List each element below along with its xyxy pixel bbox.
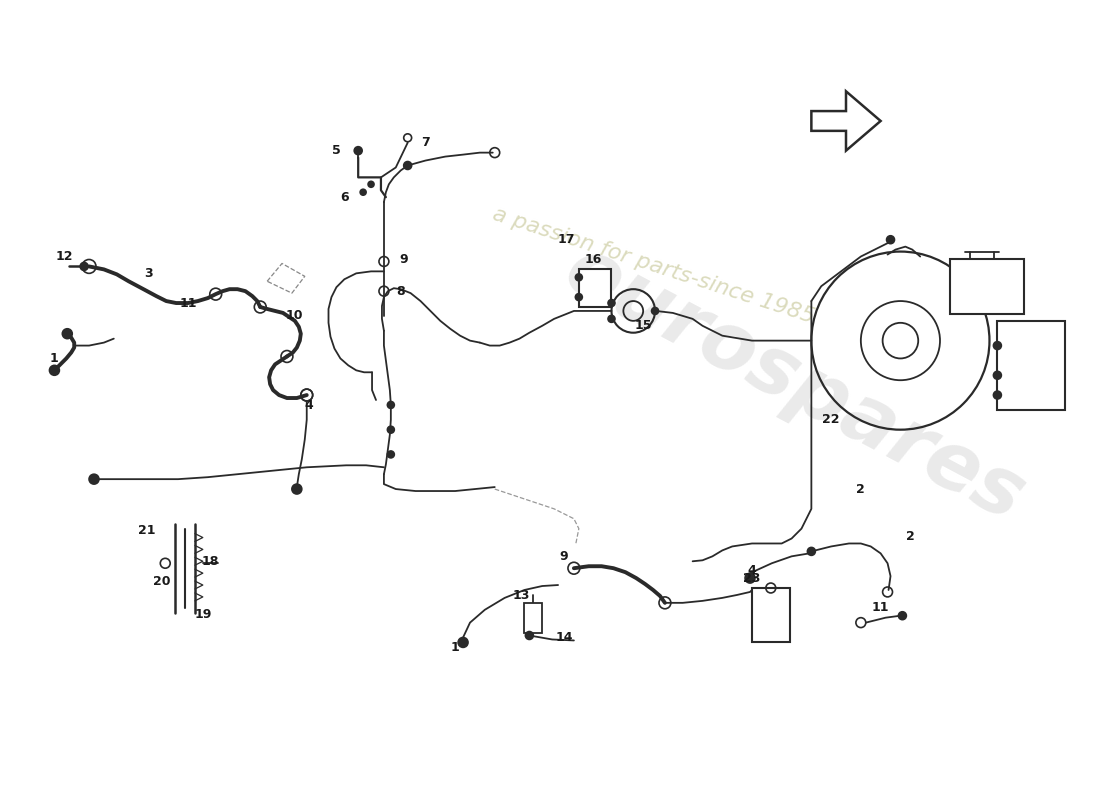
Text: 4: 4 bbox=[305, 399, 314, 413]
Text: 2: 2 bbox=[906, 530, 915, 543]
Circle shape bbox=[745, 573, 755, 583]
Circle shape bbox=[993, 391, 1001, 399]
Text: 10: 10 bbox=[285, 310, 303, 322]
Circle shape bbox=[608, 315, 615, 322]
Text: 5: 5 bbox=[332, 144, 341, 157]
FancyBboxPatch shape bbox=[579, 270, 610, 307]
Circle shape bbox=[404, 162, 411, 170]
Text: 14: 14 bbox=[556, 631, 573, 644]
Text: 21: 21 bbox=[138, 524, 155, 537]
Text: 1: 1 bbox=[451, 641, 460, 654]
Circle shape bbox=[526, 631, 534, 639]
Circle shape bbox=[292, 484, 301, 494]
Circle shape bbox=[651, 307, 659, 314]
FancyBboxPatch shape bbox=[998, 321, 1065, 410]
Text: 11: 11 bbox=[179, 297, 197, 310]
Text: 11: 11 bbox=[872, 602, 890, 614]
Text: 23: 23 bbox=[744, 572, 761, 585]
Circle shape bbox=[387, 402, 394, 409]
Circle shape bbox=[368, 182, 374, 187]
Circle shape bbox=[993, 371, 1001, 379]
Circle shape bbox=[807, 547, 815, 555]
Circle shape bbox=[993, 342, 1001, 350]
Text: 1: 1 bbox=[50, 352, 58, 365]
Circle shape bbox=[360, 190, 366, 195]
FancyBboxPatch shape bbox=[752, 588, 790, 642]
Circle shape bbox=[387, 451, 394, 458]
Text: 7: 7 bbox=[421, 136, 430, 150]
Circle shape bbox=[89, 474, 99, 484]
Text: a passion for parts-since 1985: a passion for parts-since 1985 bbox=[490, 204, 816, 327]
Text: eurospares: eurospares bbox=[551, 230, 1037, 538]
Circle shape bbox=[50, 366, 59, 375]
Text: 3: 3 bbox=[144, 267, 153, 280]
Text: 2: 2 bbox=[857, 482, 866, 495]
Circle shape bbox=[387, 426, 394, 433]
Circle shape bbox=[608, 299, 615, 306]
Text: 4: 4 bbox=[748, 564, 757, 577]
Circle shape bbox=[887, 236, 894, 244]
Circle shape bbox=[899, 612, 906, 620]
Circle shape bbox=[575, 294, 582, 301]
Text: 18: 18 bbox=[201, 554, 219, 568]
Circle shape bbox=[575, 274, 582, 281]
Text: 15: 15 bbox=[635, 319, 652, 332]
Text: 22: 22 bbox=[823, 414, 840, 426]
Text: 17: 17 bbox=[558, 234, 574, 246]
Text: 9: 9 bbox=[560, 550, 569, 563]
FancyBboxPatch shape bbox=[950, 259, 1024, 314]
FancyBboxPatch shape bbox=[525, 603, 542, 633]
Text: 19: 19 bbox=[195, 608, 211, 622]
Text: 16: 16 bbox=[585, 253, 603, 266]
Text: 9: 9 bbox=[399, 253, 408, 266]
Text: 20: 20 bbox=[153, 574, 170, 587]
Text: 6: 6 bbox=[340, 190, 349, 204]
Text: 8: 8 bbox=[396, 285, 405, 298]
Text: 13: 13 bbox=[513, 590, 530, 602]
Circle shape bbox=[80, 262, 88, 270]
Circle shape bbox=[354, 146, 362, 154]
Text: 12: 12 bbox=[56, 250, 73, 263]
Circle shape bbox=[458, 638, 468, 647]
Circle shape bbox=[63, 329, 73, 338]
